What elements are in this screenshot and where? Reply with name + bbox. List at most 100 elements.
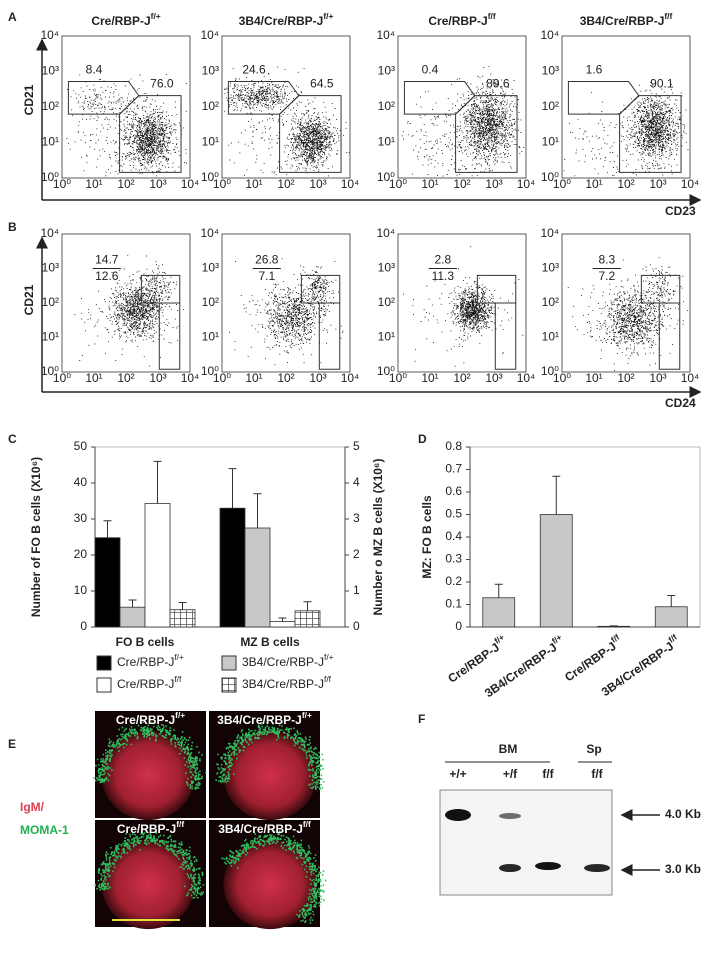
flow-tick-label: 10³: [202, 64, 219, 78]
legend-swatch: [221, 655, 237, 671]
flow-tick-label: 10³: [149, 371, 166, 385]
bar: [169, 609, 196, 628]
panel-label: A: [8, 10, 17, 24]
y-axis-label: Number o MZ B cells (X10⁶): [371, 459, 385, 616]
y-tick-label: 3: [353, 511, 360, 525]
gate: [403, 80, 476, 115]
bar: [597, 625, 631, 628]
y-tick-label: 0.3: [445, 552, 462, 566]
gate: [119, 95, 182, 173]
error-bar: [153, 460, 162, 504]
flow-tick-label: 10²: [542, 295, 559, 309]
flow-tick-label: 10²: [117, 177, 134, 191]
error-bar: [494, 583, 503, 598]
flow-tick-label: 10⁴: [200, 226, 219, 240]
y-tick-label: 0: [353, 619, 360, 633]
flow-tick-label: 10²: [42, 99, 59, 113]
flow-plot-frame: [61, 35, 191, 179]
moma-stain: [215, 722, 325, 791]
error-bar: [303, 601, 312, 611]
flow-dots: [74, 254, 185, 367]
flow-tick-label: 10²: [542, 99, 559, 113]
image-title: Cre/RBP-Jf/f: [117, 819, 184, 836]
flow-tick-label: 10³: [485, 371, 502, 385]
flow-tick-label: 10¹: [542, 330, 559, 344]
flow-tick-label: 10¹: [378, 135, 395, 149]
flow-tick-label: 10³: [649, 177, 666, 191]
bar: [539, 514, 573, 628]
panel-label: B: [8, 220, 17, 234]
follicle: [223, 839, 317, 930]
bar: [144, 503, 171, 628]
follicle: [101, 730, 195, 821]
flow-tick-label: 10⁴: [341, 177, 360, 191]
legend-swatch: [221, 677, 237, 693]
flow-tick-label: 10¹: [421, 177, 438, 191]
y-tick-label: 10: [74, 583, 88, 597]
lane-label: f/f: [591, 767, 603, 781]
gate-value: 76.0: [150, 76, 174, 90]
y-axis-label: MZ: FO B cells: [420, 495, 434, 579]
flow-tick-label: 10³: [42, 261, 59, 275]
flow-tick-label: 10⁴: [540, 226, 559, 240]
y-axis-label: Number of FO B cells (X10⁶): [29, 457, 43, 617]
channel-label: IgM/: [20, 800, 45, 814]
panel-label: D: [418, 432, 427, 446]
flow-tick-label: 10¹: [585, 371, 602, 385]
flow-tick-label: 10⁰: [553, 177, 571, 191]
gate-value: 24.6: [242, 62, 266, 76]
gate: [158, 302, 181, 370]
gate-value: 14.7: [95, 252, 119, 266]
flow-tick-label: 10²: [117, 371, 134, 385]
flow-tick-label: 10³: [378, 261, 395, 275]
y-tick-label: 0.6: [445, 484, 462, 498]
gate-value: 8.3: [598, 252, 615, 266]
flow-tick-label: 10⁴: [341, 371, 360, 385]
flow-dots: [224, 66, 350, 177]
y-axis-label: CD21: [22, 284, 36, 315]
gate-value: 7.1: [258, 269, 275, 283]
image-title: 3B4/Cre/RBP-Jf/+: [217, 710, 312, 727]
flow-tick-label: 10³: [309, 371, 326, 385]
y-tick-label: 5: [353, 439, 360, 453]
flow-tick-label: 10⁴: [517, 371, 536, 385]
flow-tick-label: 10⁴: [376, 226, 395, 240]
flow-tick-label: 10²: [202, 295, 219, 309]
gate: [619, 95, 682, 173]
channel-label: MOMA-1: [20, 823, 69, 837]
flow-dots: [66, 73, 187, 177]
flow-tick-label: 10⁰: [389, 177, 407, 191]
flow-tick-label: 10⁰: [201, 170, 219, 184]
flow-tick-label: 10²: [42, 295, 59, 309]
image-title: Cre/RBP-Jf/+: [116, 710, 185, 727]
moma-stain: [221, 830, 327, 924]
error-bar: [253, 493, 262, 528]
panel-label: F: [418, 712, 425, 726]
y-tick-label: 4: [353, 475, 360, 489]
x-tick-label: MZ B cells: [240, 635, 300, 649]
flow-tick-label: 10⁴: [540, 28, 559, 42]
y-tick-label: 1: [353, 583, 360, 597]
plot-title: Cre/RBP-Jf/f: [428, 11, 495, 28]
panel-label: E: [8, 737, 16, 751]
flow-tick-label: 10³: [542, 64, 559, 78]
flow-tick-label: 10⁴: [40, 28, 59, 42]
gate-value: 64.5: [310, 76, 334, 90]
flow-tick-label: 10⁴: [681, 371, 700, 385]
gel-band: [584, 864, 610, 872]
gate-value: 0.4: [422, 62, 439, 76]
y-tick-label: 50: [74, 439, 88, 453]
band-label: 3.0 Kb: [665, 862, 701, 876]
gel: [439, 789, 613, 896]
follicle: [223, 730, 317, 821]
flow-tick-label: 10⁰: [541, 170, 559, 184]
lane-label: f/f: [542, 767, 554, 781]
flow-tick-label: 10¹: [542, 135, 559, 149]
flow-tick-label: 10⁰: [213, 371, 231, 385]
flow-tick-label: 10⁴: [181, 177, 200, 191]
flow-plot-frame: [221, 35, 351, 179]
gate-value: 7.2: [598, 269, 615, 283]
bar: [294, 610, 321, 628]
flow-tick-label: 10⁰: [377, 170, 395, 184]
